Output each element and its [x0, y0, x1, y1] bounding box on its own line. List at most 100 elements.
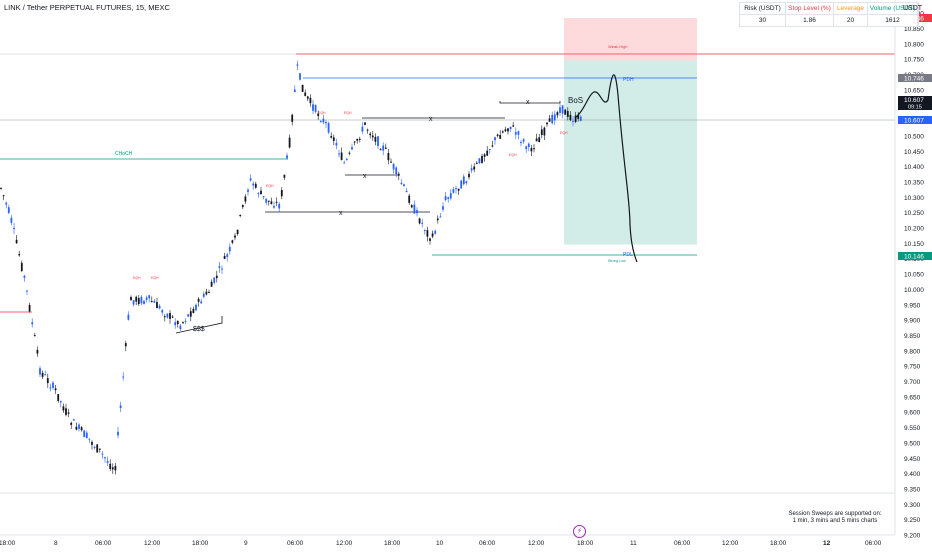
candle-body-198 — [514, 132, 517, 135]
symbol-title[interactable]: LINK / Tether PERPETUAL FUTURES, 15, MEX… — [4, 3, 170, 12]
candle-body-85 — [221, 268, 223, 270]
currency-label[interactable]: USDT — [903, 5, 923, 12]
candle-body-222 — [577, 114, 580, 119]
candle-body-211 — [548, 118, 551, 122]
candle-body-162 — [421, 222, 424, 224]
y-tick-11: 10.350 — [904, 179, 924, 186]
x-label-4: x — [339, 210, 343, 217]
candle-body-200 — [520, 141, 522, 143]
candle-body-54 — [140, 296, 143, 304]
candle-body-84 — [218, 266, 221, 268]
candle-body-53 — [137, 298, 140, 305]
candle-body-18 — [46, 378, 49, 384]
y-tick-20: 9.900 — [904, 318, 921, 325]
candle-body-124 — [322, 118, 325, 123]
candle-body-220 — [572, 120, 574, 122]
price-badge-3 — [898, 116, 932, 124]
y-tick-1: 10.850 — [904, 26, 924, 33]
candle-body-178 — [462, 176, 465, 185]
candle-body-36 — [93, 446, 96, 448]
candle-body-107 — [278, 203, 281, 209]
candle-body-64 — [166, 313, 169, 318]
candle-body-40 — [104, 457, 106, 459]
candle-body-153 — [397, 173, 400, 176]
candle-body-52 — [135, 296, 138, 302]
candle-body-69 — [179, 325, 182, 330]
candle-body-208 — [540, 129, 543, 136]
candle-body-67 — [174, 322, 177, 326]
candle-body-21 — [54, 388, 57, 391]
y-tick-2: 10.800 — [904, 41, 924, 48]
candle-body-133 — [345, 158, 348, 161]
candle-body-118 — [306, 96, 309, 99]
candle-body-4 — [10, 217, 13, 223]
calc-value-volume: 1612 — [868, 14, 918, 26]
candle-body-163 — [423, 229, 426, 231]
candle-body-76 — [197, 298, 200, 302]
candle-body-217 — [564, 109, 567, 115]
candle-body-43 — [111, 467, 114, 470]
x-tick-12: 18:00 — [577, 540, 594, 547]
calc-header-leverage: Leverage — [834, 3, 868, 14]
candle-body-78 — [202, 293, 205, 297]
choch-label: CHoCH — [115, 151, 133, 157]
candle-body-49 — [127, 314, 130, 320]
candle-body-80 — [208, 292, 210, 294]
candle-body-42 — [109, 463, 112, 469]
candle-body-161 — [418, 218, 421, 224]
y-tick-12: 10.300 — [904, 195, 924, 202]
lightning-icon[interactable]: ⚡ — [573, 525, 586, 538]
candle-body-91 — [236, 229, 239, 235]
candle-body-186 — [483, 154, 486, 157]
x-tick-1: 8 — [54, 540, 58, 547]
candle-body-155 — [403, 184, 405, 186]
candle-body-165 — [429, 238, 431, 241]
eqh-label-4: EQH — [344, 111, 352, 115]
price-badge-text-4: 10.146 — [904, 254, 924, 261]
y-tick-23: 9.750 — [904, 364, 921, 371]
candle-body-219 — [569, 114, 572, 121]
candle-body-148 — [384, 147, 387, 149]
candle-body-181 — [470, 168, 473, 171]
y-tick-32: 9.300 — [904, 502, 921, 509]
eqh-label-3: EQH — [318, 111, 326, 115]
candle-body-122 — [317, 113, 320, 117]
candle-body-191 — [496, 134, 499, 136]
candle-body-137 — [356, 138, 359, 141]
candle-body-132 — [343, 162, 346, 164]
eqh-label-5: EQH — [509, 153, 517, 157]
price-badge-4 — [898, 252, 932, 260]
candle-body-113 — [293, 89, 296, 92]
candle-body-212 — [551, 114, 554, 124]
candle-body-45 — [117, 431, 119, 436]
candle-body-143 — [371, 135, 374, 138]
candle-body-93 — [241, 204, 244, 208]
candle-body-30 — [78, 424, 80, 429]
candle-body-99 — [257, 193, 260, 195]
candle-body-61 — [158, 305, 161, 309]
candle-body-47 — [122, 376, 125, 378]
y-tick-31: 9.350 — [904, 486, 921, 493]
x-label-2: x — [429, 116, 433, 123]
candle-body-89 — [231, 240, 234, 243]
candle-body-172 — [447, 197, 450, 199]
candle-body-166 — [431, 233, 434, 237]
candle-body-147 — [382, 145, 385, 151]
candle-body-156 — [405, 190, 408, 193]
candle-body-5 — [13, 227, 15, 230]
candle-body-176 — [457, 188, 460, 191]
candle-body-197 — [512, 125, 515, 127]
candle-body-94 — [244, 196, 247, 202]
candle-body-174 — [452, 189, 455, 193]
x-tick-13: 11 — [630, 540, 637, 547]
candle-body-158 — [410, 205, 413, 208]
calc-value-stop: 1.86 — [786, 14, 834, 26]
candle-body-81 — [210, 281, 213, 287]
candle-body-114 — [296, 64, 299, 66]
x-tick-5: 9 — [244, 540, 248, 547]
candle-body-74 — [192, 308, 195, 314]
candle-body-20 — [52, 382, 54, 388]
candle-body-82 — [213, 277, 216, 283]
